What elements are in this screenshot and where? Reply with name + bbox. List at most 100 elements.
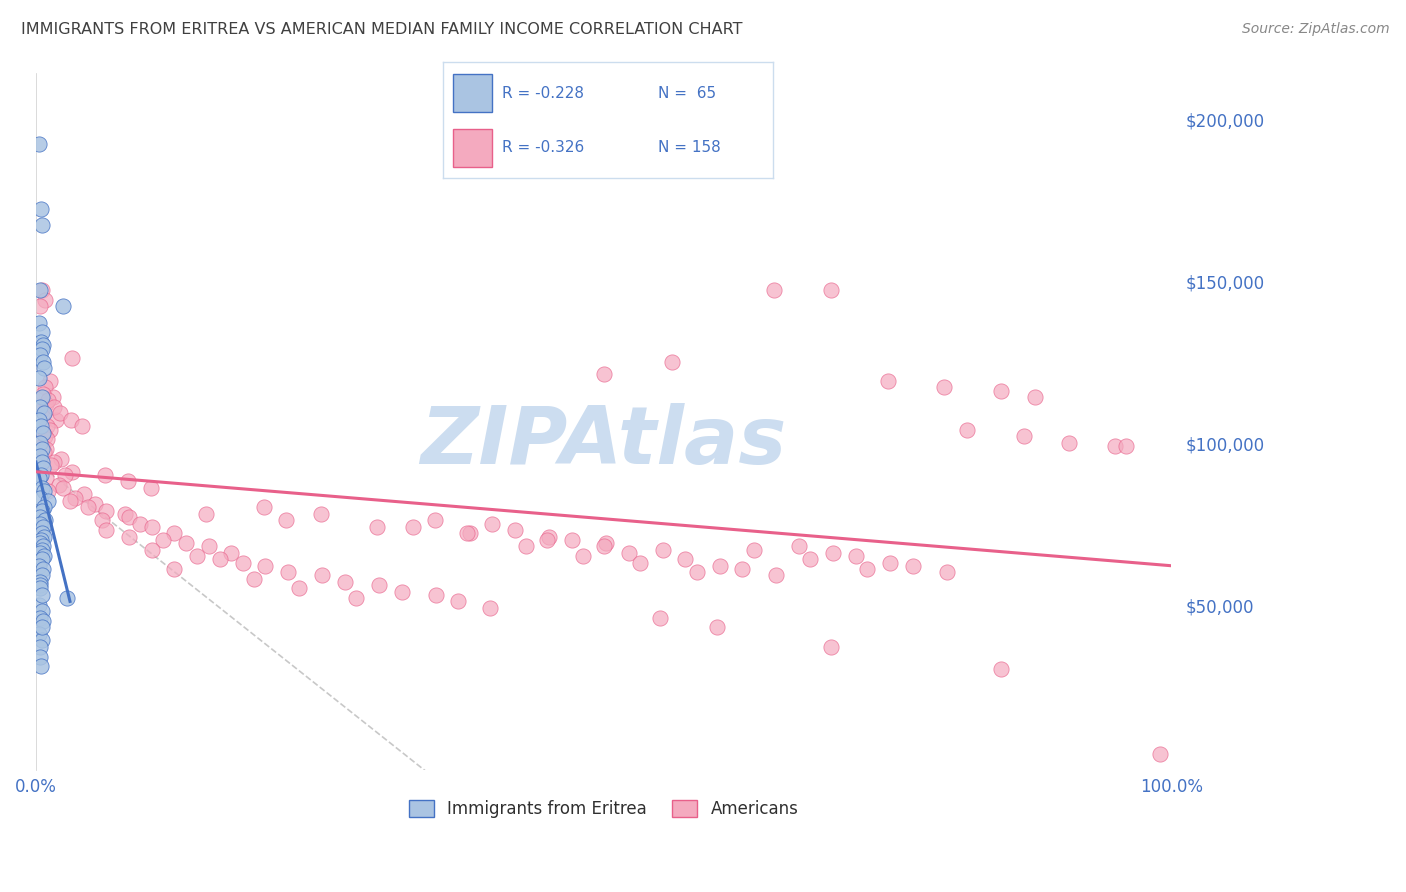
Point	[31, 604, 53, 618]
Text: N =  65: N = 65	[658, 86, 716, 101]
Point	[458, 526, 481, 541]
Point	[31, 614, 53, 628]
Point	[38, 423, 60, 437]
Point	[35, 442, 58, 456]
Point	[34, 500, 56, 515]
Point	[174, 536, 197, 550]
Point	[366, 520, 388, 534]
Text: IMMIGRANTS FROM ERITREA VS AMERICAN MEDIAN FAMILY INCOME CORRELATION CHART: IMMIGRANTS FROM ERITREA VS AMERICAN MEDI…	[21, 22, 742, 37]
Point	[72, 419, 94, 434]
Point	[31, 568, 53, 582]
Point	[706, 620, 728, 634]
Point	[30, 348, 52, 362]
Point	[197, 539, 219, 553]
Point	[118, 510, 141, 524]
Point	[820, 640, 842, 654]
Point	[479, 601, 502, 615]
Point	[592, 368, 614, 382]
Point	[30, 546, 52, 560]
Point	[90, 513, 112, 527]
Point	[30, 419, 52, 434]
FancyBboxPatch shape	[453, 74, 492, 112]
Point	[1104, 439, 1126, 453]
Point	[42, 400, 65, 414]
Point	[30, 202, 52, 216]
Point	[572, 549, 595, 563]
Point	[31, 403, 53, 417]
Point	[32, 445, 55, 459]
Point	[628, 556, 651, 570]
Point	[31, 425, 53, 440]
Text: $50,000: $50,000	[1185, 599, 1254, 617]
Point	[28, 558, 51, 573]
Point	[935, 566, 957, 580]
Point	[651, 542, 673, 557]
Point	[30, 334, 52, 349]
Point	[49, 451, 72, 466]
Point	[934, 380, 956, 394]
Point	[901, 558, 924, 573]
Point	[37, 494, 59, 508]
Point	[31, 552, 53, 566]
Point	[617, 546, 640, 560]
Point	[845, 549, 868, 563]
Point	[538, 530, 561, 544]
Point	[650, 610, 672, 624]
Point	[114, 507, 136, 521]
Point	[30, 299, 52, 313]
Point	[31, 390, 53, 404]
Point	[30, 640, 52, 654]
Point	[118, 530, 141, 544]
Point	[990, 384, 1012, 398]
Point	[515, 539, 537, 553]
Point	[59, 494, 82, 508]
Point	[219, 546, 242, 560]
Point	[481, 516, 503, 531]
Text: $200,000: $200,000	[1185, 112, 1264, 130]
Point	[28, 413, 51, 427]
Point	[31, 219, 53, 233]
Point	[787, 539, 810, 553]
Point	[34, 429, 56, 443]
Point	[208, 552, 231, 566]
Point	[39, 458, 62, 473]
Point	[243, 572, 266, 586]
Point	[879, 556, 901, 570]
Point	[28, 316, 51, 330]
Point	[31, 503, 53, 517]
Point	[163, 526, 186, 541]
Point	[423, 513, 446, 527]
Text: R = -0.228: R = -0.228	[502, 86, 585, 101]
Point	[447, 594, 470, 608]
Point	[45, 413, 67, 427]
Point	[30, 582, 52, 596]
Legend: Immigrants from Eritrea, Americans: Immigrants from Eritrea, Americans	[402, 793, 806, 824]
Point	[55, 467, 77, 482]
Point	[742, 542, 765, 557]
Point	[28, 598, 51, 612]
Point	[55, 591, 77, 606]
Point	[31, 588, 53, 602]
Point	[31, 442, 53, 456]
FancyBboxPatch shape	[453, 128, 492, 167]
Point	[52, 299, 75, 313]
Point	[763, 283, 786, 297]
Point	[31, 326, 53, 340]
Point	[503, 523, 526, 537]
Point	[37, 393, 59, 408]
Text: R = -0.326: R = -0.326	[502, 140, 585, 155]
Point	[60, 351, 83, 366]
Point	[823, 546, 845, 560]
Point	[52, 481, 75, 495]
Point	[288, 582, 311, 596]
Point	[31, 387, 53, 401]
Point	[28, 283, 51, 297]
Point	[84, 497, 107, 511]
Point	[94, 467, 117, 482]
Point	[31, 539, 53, 553]
Point	[675, 552, 697, 566]
Point	[28, 471, 51, 485]
Point	[28, 137, 51, 152]
Text: $100,000: $100,000	[1185, 437, 1264, 455]
Point	[31, 354, 53, 368]
